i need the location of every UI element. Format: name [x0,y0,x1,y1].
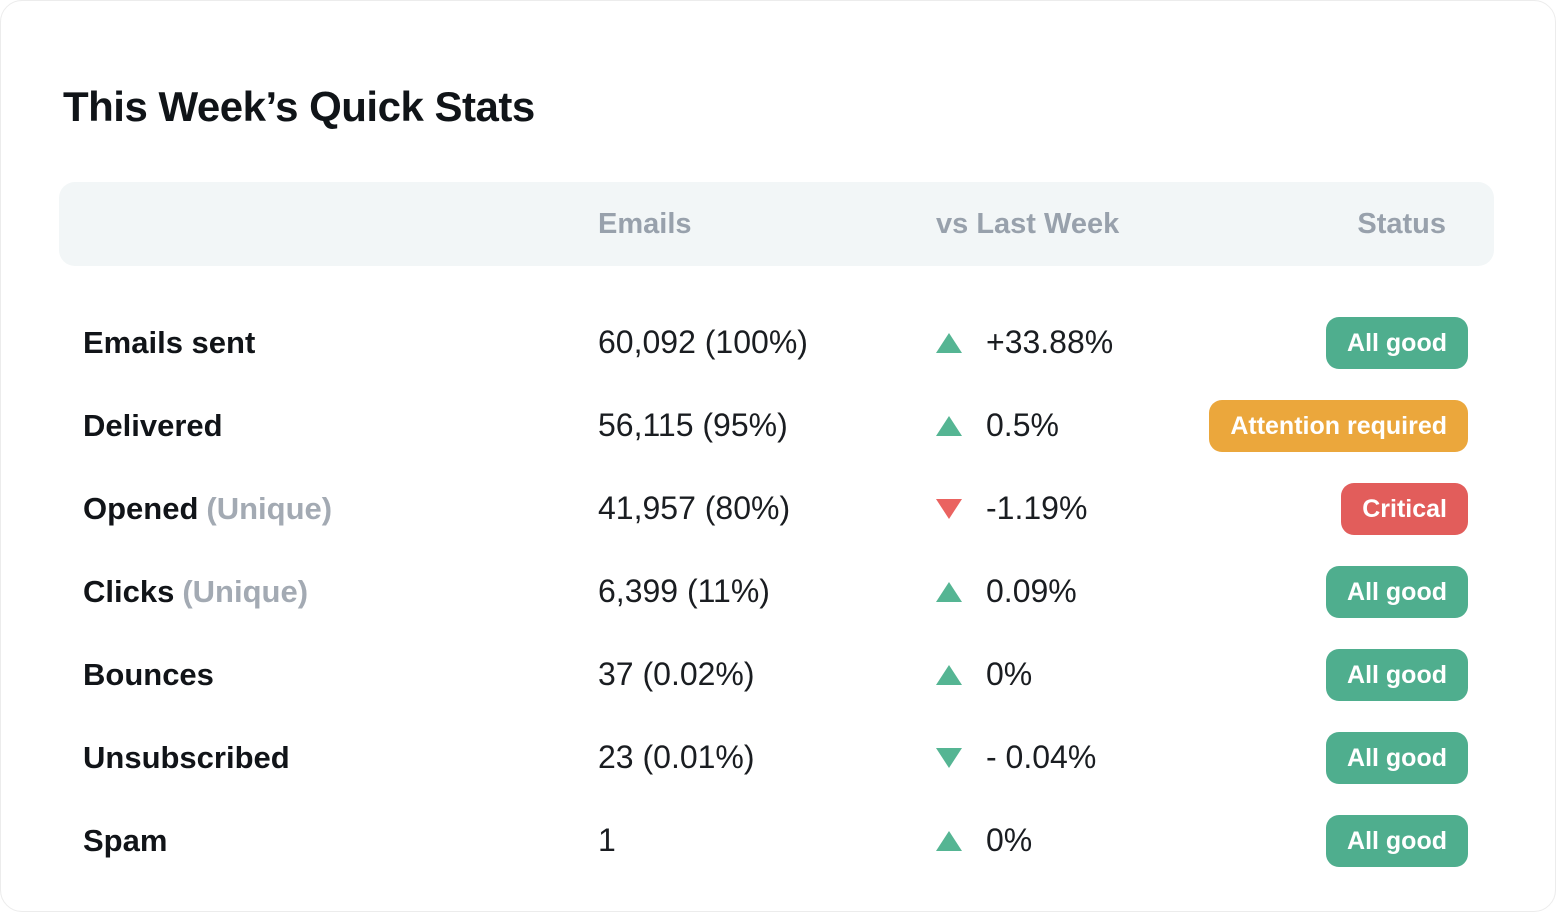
metric-label: Spam [83,822,168,858]
emails-value: 1 [598,822,616,859]
status-cell: All good [1201,648,1494,701]
trend-value: - 0.04% [986,739,1097,776]
table-row: Spam 1 0% All good [59,799,1494,882]
trend-value: -1.19% [986,490,1088,527]
table-row: Bounces 37 (0.02%) 0% All good [59,633,1494,716]
metric-label: Unsubscribed [83,739,290,775]
trend-cell: - 0.04% [936,739,1201,776]
emails-value: 41,957 (80%) [598,490,791,527]
stats-table: Emails vs Last Week Status Emails sent 6… [59,182,1494,882]
emails-value: 6,399 (11%) [598,573,770,610]
metric-label-cell: Opened (Unique) [59,491,598,527]
metric-label: Emails sent [83,324,256,360]
trend-arrow-icon [936,747,962,768]
status-badge: All good [1326,648,1468,701]
metric-label: Clicks [83,573,175,609]
status-cell: All good [1201,565,1494,618]
table-row: Clicks (Unique) 6,399 (11%) 0.09% All goo… [59,550,1494,633]
metric-label-cell: Bounces [59,657,598,693]
table-row: Unsubscribed 23 (0.01%) - 0.04% All good [59,716,1494,799]
trend-arrow-icon [936,498,962,519]
table-header-row: Emails vs Last Week Status [59,182,1494,267]
trend-cell: -1.19% [936,490,1201,527]
trend-arrow-icon [936,581,962,602]
metric-label-cell: Emails sent [59,325,598,361]
status-cell: Critical [1201,482,1494,535]
column-header-vs-last-week: vs Last Week [936,207,1120,240]
trend-value: +33.88% [986,324,1114,361]
metric-label-cell: Clicks (Unique) [59,574,598,610]
table-row: Opened (Unique) 41,957 (80%) -1.19% Criti… [59,467,1494,550]
trend-value: 0% [986,656,1033,693]
metric-label-suffix: (Unique) [182,573,309,609]
column-header-emails: Emails [598,207,692,240]
status-cell: Attention required [1201,399,1494,452]
trend-arrow-icon [936,664,962,685]
table-row: Emails sent 60,092 (100%) +33.88% All go… [59,301,1494,384]
trend-arrow-icon [936,332,962,353]
metric-label: Bounces [83,656,214,692]
status-badge: All good [1326,565,1468,618]
page-title: This Week’s Quick Stats [63,83,535,130]
status-badge: Critical [1341,482,1468,535]
trend-cell: 0.09% [936,573,1201,610]
emails-value: 37 (0.02%) [598,656,755,693]
table-row: Delivered 56,115 (95%) 0.5% Attention re… [59,384,1494,467]
status-cell: All good [1201,814,1494,867]
metric-label-suffix: (Unique) [206,490,333,526]
status-badge: Attention required [1209,399,1468,452]
status-cell: All good [1201,316,1494,369]
metric-label: Opened [83,490,199,526]
trend-arrow-icon [936,830,962,851]
status-badge: All good [1326,814,1468,867]
trend-cell: 0% [936,656,1201,693]
metric-label-cell: Unsubscribed [59,740,598,776]
trend-value: 0% [986,822,1033,859]
trend-cell: +33.88% [936,324,1201,361]
trend-arrow-icon [936,415,962,436]
trend-cell: 0.5% [936,407,1201,444]
table-body: Emails sent 60,092 (100%) +33.88% All go… [59,301,1494,882]
emails-value: 56,115 (95%) [598,407,788,444]
trend-cell: 0% [936,822,1201,859]
status-cell: All good [1201,731,1494,784]
status-badge: All good [1326,316,1468,369]
metric-label-cell: Delivered [59,408,598,444]
emails-value: 23 (0.01%) [598,739,755,776]
emails-value: 60,092 (100%) [598,324,808,361]
status-badge: All good [1326,731,1468,784]
trend-value: 0.5% [986,407,1059,444]
metric-label: Delivered [83,407,223,443]
column-header-status: Status [1357,207,1446,240]
metric-label-cell: Spam [59,823,598,859]
trend-value: 0.09% [986,573,1077,610]
